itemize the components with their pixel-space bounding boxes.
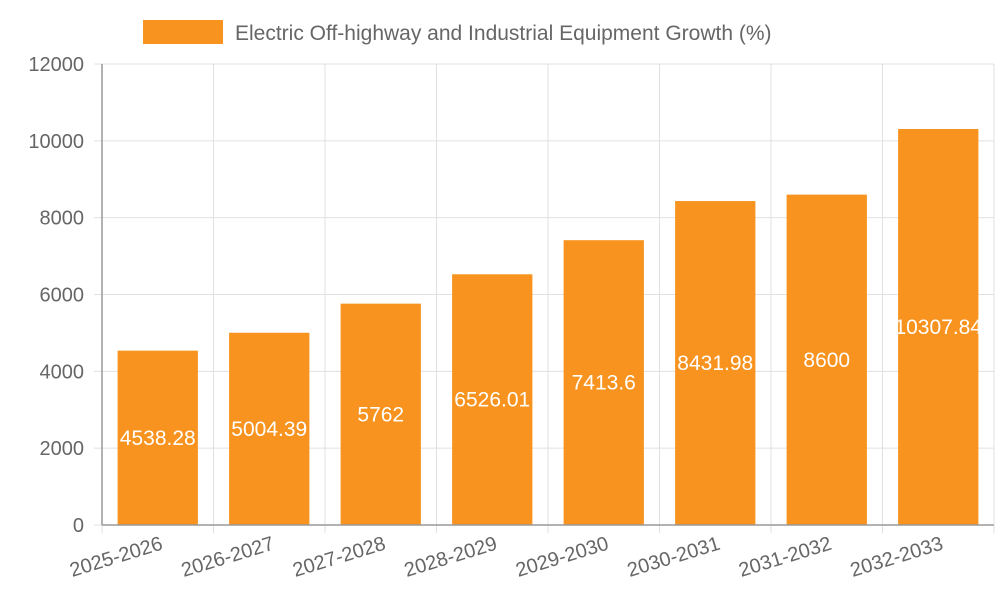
x-tick-label: 2032-2033: [848, 533, 946, 582]
bar-data-label: 6526.01: [454, 389, 530, 412]
bar[interactable]: [563, 240, 644, 525]
y-tick-label: 0: [73, 515, 84, 537]
x-tick-label: 2030-2031: [625, 533, 723, 582]
legend-swatch: [143, 20, 223, 44]
legend-label: Electric Off-highway and Industrial Equi…: [235, 22, 772, 45]
data-labels: 4538.28 5004.39 5762 6526.01 7413.6 8431.98 86…: [120, 316, 982, 450]
bar-data-label: 5004.39: [231, 418, 307, 441]
y-tick-label: 12000: [28, 54, 84, 76]
x-tick-label: 2025-2026: [67, 533, 165, 582]
bar-data-label: 4538.28: [120, 427, 196, 450]
bar[interactable]: [340, 303, 421, 525]
bar-data-label: 8600: [803, 349, 850, 372]
y-tick-label: 10000: [28, 131, 84, 153]
bar[interactable]: [229, 332, 310, 525]
bar[interactable]: [117, 350, 198, 525]
y-tick-label: 6000: [40, 285, 85, 307]
legend[interactable]: Electric Off-highway and Industrial Equi…: [143, 20, 772, 45]
bar[interactable]: [898, 129, 979, 525]
bars: [117, 129, 979, 525]
y-tick-label: 4000: [40, 361, 85, 383]
x-tick-label: 2029-2030: [513, 533, 611, 582]
x-tick-label: 2028-2029: [402, 533, 500, 582]
bar-data-label: 10307.84: [894, 316, 982, 339]
bar[interactable]: [452, 274, 533, 525]
x-tick-label: 2026-2027: [179, 533, 277, 582]
bar-data-label: 7413.6: [572, 372, 636, 395]
bar[interactable]: [786, 194, 867, 525]
x-tick-label: 2027-2028: [290, 533, 388, 582]
y-tick-label: 2000: [40, 438, 85, 460]
y-tick-label: 8000: [40, 208, 85, 230]
bar[interactable]: [675, 201, 756, 525]
x-tick-label: 2031-2032: [736, 533, 834, 582]
bar-data-label: 5762: [357, 403, 404, 426]
bar-data-label: 8431.98: [677, 352, 753, 375]
